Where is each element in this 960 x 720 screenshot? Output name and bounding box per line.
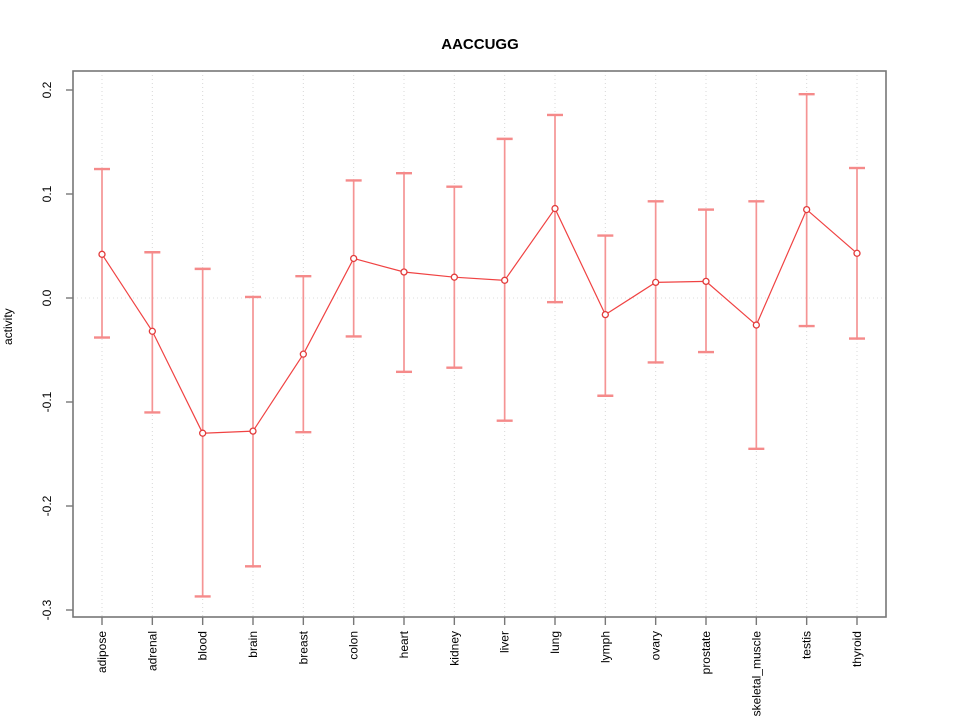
x-tick-label: adrenal: [145, 631, 159, 671]
x-tick-label: ovary: [649, 631, 663, 660]
data-point: [249, 427, 257, 435]
data-point: [551, 204, 559, 213]
data-point: [199, 429, 207, 437]
x-tick-label: adipose: [95, 631, 109, 673]
data-point: [400, 268, 408, 276]
data-point: [803, 205, 811, 214]
data-point: [652, 278, 660, 287]
data-point: [299, 350, 307, 358]
x-tick-label: thyroid: [850, 631, 864, 667]
y-tick-label: 0.1: [40, 185, 54, 202]
x-tick-label: heart: [397, 630, 411, 658]
y-tick-label: -0.3: [40, 599, 54, 620]
data-point: [450, 273, 458, 281]
x-tick-label: lung: [548, 631, 562, 654]
x-tick-label: testis: [800, 631, 814, 659]
plot-frame: [72, 70, 887, 618]
data-point: [98, 250, 106, 258]
y-tick-label: 0.2: [40, 81, 54, 98]
x-tick-label: prostate: [699, 631, 713, 675]
x-tick-label: brain: [246, 631, 260, 658]
x-tick-label: skeletal_muscle: [749, 631, 763, 717]
data-point: [752, 321, 760, 329]
x-tick-label: colon: [347, 631, 361, 660]
x-tick-label: breast: [296, 630, 310, 664]
y-tick-label: -0.2: [40, 495, 54, 516]
x-tick-label: lymph: [598, 631, 612, 663]
data-point: [853, 249, 861, 257]
x-tick-label: liver: [498, 631, 512, 653]
y-tick-label: 0.0: [40, 289, 54, 306]
y-tick-label: -0.1: [40, 391, 54, 412]
data-point: [350, 254, 358, 263]
data-point: [601, 310, 609, 319]
series-line: [101, 207, 858, 434]
data-point: [501, 276, 509, 284]
chart-title: AACCUGG: [441, 36, 519, 53]
data-point: [148, 327, 156, 335]
data-point: [702, 277, 710, 286]
x-tick-label: blood: [196, 631, 210, 660]
x-tick-label: kidney: [447, 631, 461, 666]
